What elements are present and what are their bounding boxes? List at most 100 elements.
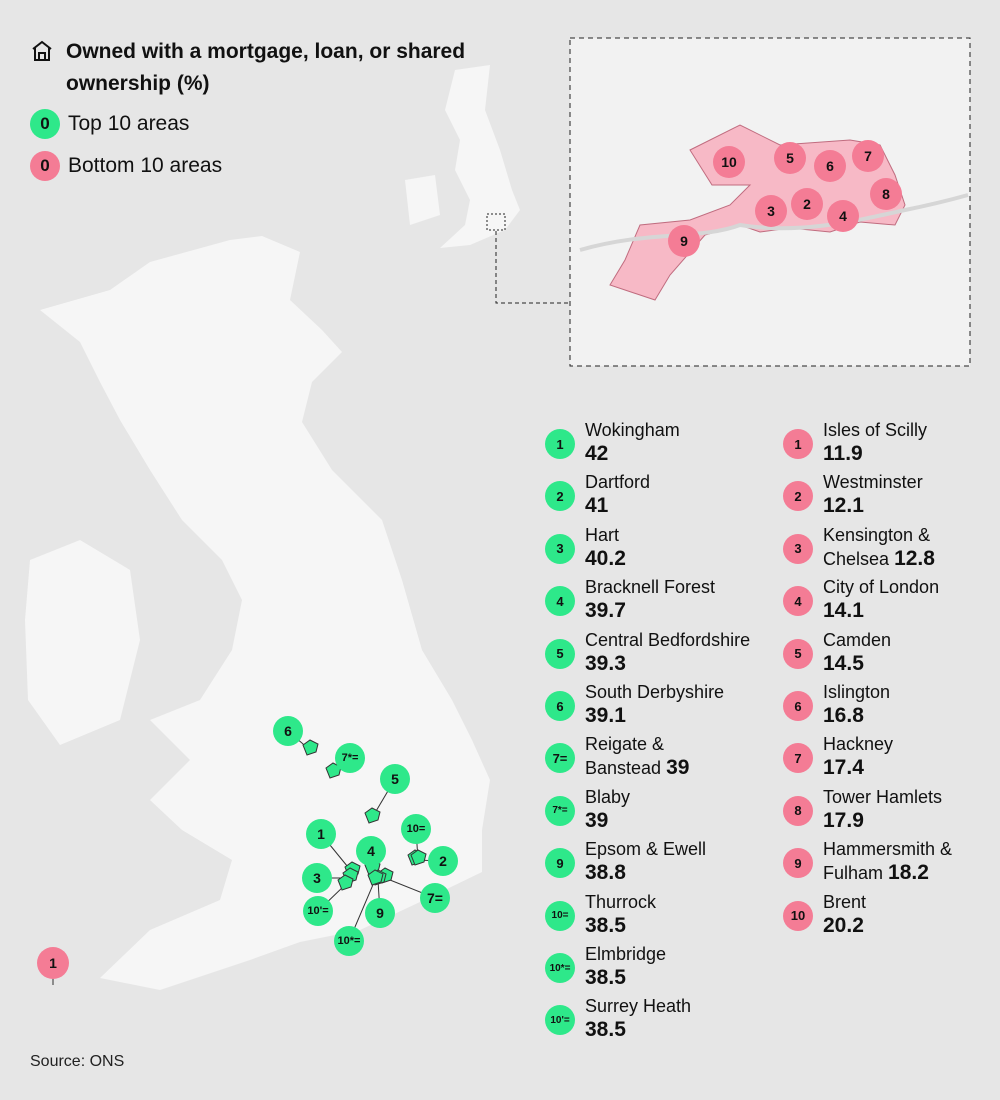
item-text: Camden 14.5 — [823, 629, 891, 675]
area-name: South Derbyshire — [585, 682, 725, 702]
area-name: Kensington & Chelsea — [823, 524, 931, 569]
area-name: Dartford — [585, 472, 651, 493]
rank-marker: 2 — [545, 481, 575, 512]
map-marker — [335, 743, 365, 773]
item-text: Hackney 17.4 — [823, 733, 893, 779]
list-item: 3 Kensington & Chelsea 12.8 — [783, 524, 983, 571]
area-name: Isles of Scilly — [823, 420, 928, 440]
area-value: 17.4 — [823, 756, 864, 780]
rank-marker: 10 — [783, 900, 813, 931]
area-shape — [302, 739, 319, 756]
river — [579, 193, 969, 252]
area-value: 17.9 — [823, 808, 864, 832]
map-marker-label: 10= — [407, 823, 426, 835]
area-name: Hammersmith & Fulham — [823, 839, 953, 884]
connector — [495, 231, 570, 304]
area-value: 12.8 — [894, 546, 935, 570]
legend-item: 0 Bottom 10 areas — [30, 151, 222, 181]
rank-marker: 5 — [783, 638, 813, 669]
map-marker — [334, 926, 364, 956]
inset-marker-label: 9 — [680, 233, 688, 249]
map-marker-label: 4 — [367, 843, 375, 859]
map-marker-label: 2 — [439, 853, 447, 869]
rank-marker: 3 — [545, 533, 575, 564]
inset-marker-label: 10 — [721, 154, 737, 170]
map-marker-label: 10*= — [338, 935, 361, 947]
rank-marker: 2 — [783, 481, 813, 512]
inset-marker — [870, 178, 902, 210]
rank-marker: 1 — [545, 429, 575, 459]
item-text: Tower Hamlets 17.9 — [823, 786, 942, 832]
inset-marker — [827, 200, 859, 232]
source: Source: ONS — [30, 1053, 125, 1070]
rank-marker: 5 — [545, 638, 575, 669]
inset-marker — [814, 150, 846, 182]
list-item: 4 City of London 14.1 — [783, 576, 939, 622]
item-text: Bracknell Forest 39.7 — [585, 576, 715, 622]
area-value: 40.2 — [585, 546, 626, 570]
area-value: 11.9 — [823, 442, 863, 465]
map-marker — [420, 883, 450, 913]
item-text: South Derbyshire 39.1 — [585, 681, 724, 727]
rank-marker: 8 — [783, 795, 813, 826]
list-item: 6 South Derbyshire 39.1 — [545, 681, 724, 727]
list-item: 9 Hammersmith & Fulham 18.2 — [783, 838, 983, 885]
list-item: 6 Islington 16.8 — [783, 681, 890, 727]
inset-marker — [755, 195, 787, 227]
inset-marker-label: 6 — [826, 158, 834, 174]
legend-label: Bottom 10 areas — [68, 154, 223, 177]
item-text: Dartford 41 — [585, 471, 650, 517]
item-text: Hammersmith & Fulham 18.2 — [823, 838, 983, 885]
area-shape — [337, 874, 354, 891]
area-shape — [364, 807, 381, 824]
item-text: Westminster 12.1 — [823, 471, 923, 517]
rank-marker: 9 — [545, 848, 575, 879]
legend-marker: 0 — [30, 109, 60, 139]
list-item: 4 Bracknell Forest 39.7 — [545, 576, 715, 622]
inset-marker-label: 4 — [839, 208, 847, 224]
map-marker-label: 7= — [427, 890, 443, 906]
legend-label: Top 10 areas — [68, 112, 190, 135]
item-text: Islington 16.8 — [823, 681, 890, 727]
item-text: Brent 20.2 — [823, 891, 866, 937]
area-name: Epsom & Ewell — [585, 839, 707, 860]
list-item: 5 Camden 14.5 — [783, 629, 891, 675]
inset-marker-label: 3 — [767, 203, 775, 219]
list-item: 10 Brent 20.2 — [783, 891, 866, 937]
map-marker-label: 1 — [49, 955, 57, 971]
area-shape — [410, 849, 427, 866]
area-name: Thurrock — [585, 891, 657, 912]
map-marker-label: 1 — [317, 826, 325, 842]
item-text: Surrey Heath 38.5 — [585, 995, 691, 1041]
item-text: Elmbridge 38.5 — [585, 943, 666, 989]
area-value: 41 — [585, 494, 609, 518]
rank-marker: 7 — [783, 743, 813, 774]
title-text: Owned with a mortgage, loan, or shared o… — [66, 40, 466, 95]
inset-marker — [713, 146, 745, 178]
area-value: 38.8 — [585, 861, 626, 885]
area-name: Westminster — [823, 472, 923, 493]
map-marker — [365, 898, 395, 928]
area-value: 38.5 — [585, 1018, 626, 1042]
map-marker — [303, 896, 333, 926]
area-value: 20.2 — [823, 913, 864, 937]
map-marker — [428, 846, 458, 876]
land — [25, 540, 140, 745]
area-value: 38.5 — [585, 966, 626, 989]
home-icon — [32, 40, 52, 61]
map-marker-label: 10'= — [307, 905, 328, 917]
item-text: Thurrock 38.5 — [585, 891, 656, 937]
map-marker — [380, 764, 410, 794]
list-item: 1 Wokingham 42 — [545, 419, 680, 465]
area-name: Camden — [823, 629, 892, 650]
item-text: Kensington & Chelsea 12.8 — [823, 524, 983, 571]
area-name: Wokingham — [585, 420, 680, 440]
map-marker — [37, 947, 69, 979]
overview-land — [440, 65, 520, 248]
legend-marker: 0 — [30, 151, 60, 181]
area-value: 39.3 — [585, 651, 626, 675]
inset-marker-label: 5 — [786, 150, 794, 166]
item-text: Central Bedfordshire 39.3 — [585, 629, 760, 676]
area-value: 42 — [585, 442, 609, 465]
